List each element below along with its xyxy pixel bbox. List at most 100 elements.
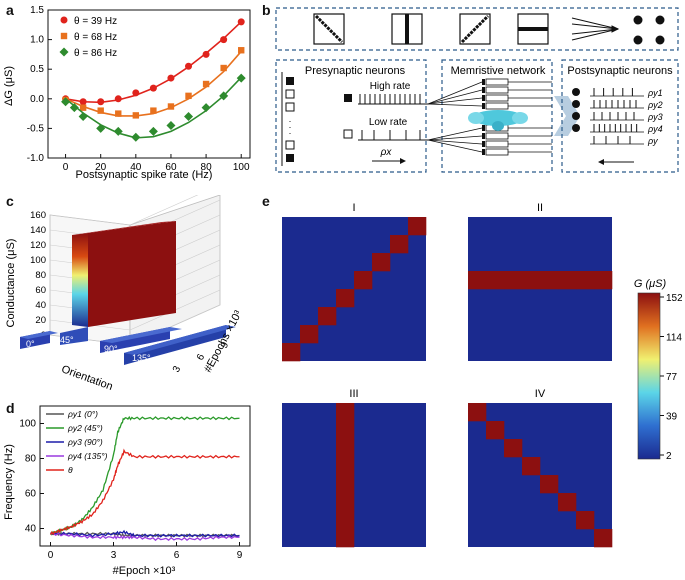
heatmap-cell xyxy=(336,403,355,422)
panel-d-ylabel: Frequency (Hz) xyxy=(3,444,15,520)
a-data-point xyxy=(97,98,105,106)
a-data-point xyxy=(167,74,175,82)
heatmap-cell xyxy=(540,475,559,494)
a-data-point xyxy=(79,98,87,106)
memristor-contact xyxy=(482,141,485,147)
d-legend-label: ρy3 (90°) xyxy=(67,437,103,447)
a-data-point xyxy=(114,95,122,103)
d-legend-label: ρy4 (135°) xyxy=(67,451,108,461)
rho-y-label: ρy2 xyxy=(647,100,663,110)
d-ytick-label: 40 xyxy=(25,524,37,535)
high-rate-marker xyxy=(344,94,352,102)
heatmap-cell xyxy=(336,457,355,476)
postsyn-neuron xyxy=(572,88,580,96)
heatmap-cell xyxy=(540,271,559,290)
c-ztick-label: 40 xyxy=(35,300,46,311)
a-data-point xyxy=(185,92,192,100)
heatmap-cell xyxy=(522,457,541,476)
panel-label-b: b xyxy=(262,2,271,18)
memristor-contact xyxy=(482,133,485,139)
postsyn-spike-trains: ρy1 ρy2 ρy3 ρy4 ρy xyxy=(572,88,663,146)
fan-wire xyxy=(427,139,483,145)
a-data-point xyxy=(237,18,245,26)
a-data-point xyxy=(220,36,228,44)
a-xtick-label: 60 xyxy=(165,162,177,173)
rho-y-label: ρy xyxy=(647,136,658,146)
postsyn-neuron xyxy=(572,124,580,132)
d-legend-label: ρy2 (45°) xyxy=(67,423,103,433)
heatmap-cell xyxy=(486,271,505,290)
a-ytick-label: 1.5 xyxy=(30,5,44,16)
heatmap-title: I xyxy=(352,202,355,214)
heatmap-cell xyxy=(300,325,319,344)
a-legend-marker xyxy=(60,16,68,24)
a-data-point xyxy=(96,123,106,133)
fan-wire xyxy=(427,89,483,105)
postsyn-neuron xyxy=(572,100,580,108)
colorbar-tick-label: 39 xyxy=(666,412,678,423)
fan-wire xyxy=(427,97,483,105)
heatmap-cell xyxy=(504,271,523,290)
heatmap-cell xyxy=(354,271,373,290)
heatmap-cell xyxy=(576,271,595,290)
fan-wire xyxy=(427,139,483,153)
d-xtick-label: 9 xyxy=(237,550,243,561)
c-ztick-label: 100 xyxy=(30,255,46,266)
heatmap-cell xyxy=(282,343,301,362)
heatmap-cell xyxy=(336,289,355,308)
heatmap-cell xyxy=(504,439,523,458)
d-xtick-label: 6 xyxy=(174,550,180,561)
rho-y-label: ρy4 xyxy=(647,124,663,134)
c-bar-0 xyxy=(20,331,58,349)
a-data-point xyxy=(236,73,246,83)
c-gridline xyxy=(49,214,131,226)
post-arrow xyxy=(598,159,634,165)
memristor-contact xyxy=(482,149,485,155)
a-data-point xyxy=(78,112,88,122)
high-rate-spike-train xyxy=(358,94,428,105)
memristor xyxy=(485,140,509,148)
heatmap-cell xyxy=(468,271,487,290)
a-data-point xyxy=(131,132,141,142)
c-orientation-label: 135° xyxy=(132,353,151,363)
pattern-icon-fan-arrows xyxy=(571,17,620,41)
colorbar-tick-label: 114 xyxy=(666,333,682,344)
c-epoch-tick-label: 3 xyxy=(171,364,184,374)
d-ytick-label: 100 xyxy=(19,419,36,430)
d-series-line xyxy=(50,532,240,542)
rho-x-arrow xyxy=(372,158,406,164)
c-ztick-label: 80 xyxy=(35,270,46,281)
heatmap-cell xyxy=(468,403,487,422)
a-plot-frame xyxy=(47,9,251,159)
pattern-box xyxy=(275,7,679,51)
a-data-point xyxy=(132,89,140,97)
a-legend-label: θ = 86 Hz xyxy=(74,48,117,59)
a-ytick-label: 1.0 xyxy=(30,35,44,46)
heatmap-IV: IV xyxy=(468,388,613,548)
colorbar-label: G (μS) xyxy=(634,278,667,290)
postsyn-box xyxy=(561,59,679,173)
a-data-point xyxy=(185,62,193,70)
heatmap-cell xyxy=(336,475,355,494)
memristor-contact xyxy=(482,103,485,109)
d-series-line xyxy=(49,448,240,536)
a-data-point xyxy=(97,107,104,114)
d-series-line xyxy=(49,415,240,536)
panel-a-xlabel: Postsynaptic spike rate (Hz) xyxy=(76,169,213,181)
memristor xyxy=(485,102,509,110)
a-data-point xyxy=(167,103,175,110)
panel-label-d: d xyxy=(6,400,15,416)
c-ztick-label: 20 xyxy=(35,315,46,326)
a-data-point xyxy=(132,112,140,119)
a-data-point xyxy=(202,50,210,58)
panel-label-a: a xyxy=(6,2,14,18)
d-legend-label: θ xyxy=(68,465,73,475)
a-data-point xyxy=(115,110,122,117)
a-data-point xyxy=(166,120,176,130)
postsyn-title: Postsynaptic neurons xyxy=(567,65,673,77)
a-data-point xyxy=(219,91,229,101)
heatmap-cell xyxy=(558,271,577,290)
presyn-neuron-column: · · · xyxy=(281,72,295,166)
c-orientation-label: 90° xyxy=(104,344,118,354)
